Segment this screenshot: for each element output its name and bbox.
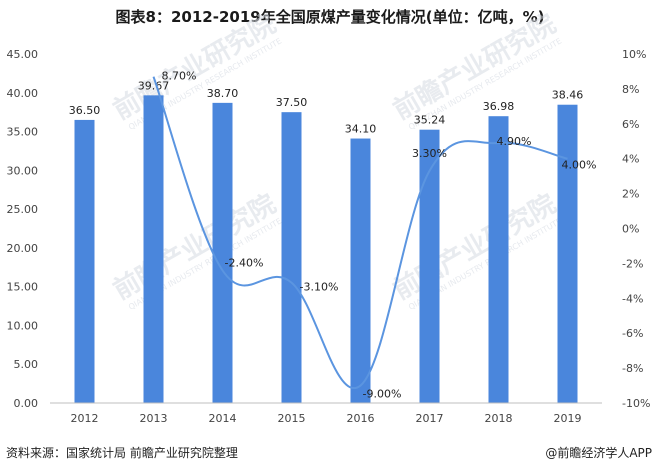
line-value-label: -2.40% <box>225 256 264 269</box>
bar-2016 <box>350 138 371 403</box>
left-tick-label: 35.00 <box>7 126 39 139</box>
left-tick-label: 10.00 <box>7 319 39 332</box>
bar-value-label: 37.50 <box>276 96 308 109</box>
x-tick-label: 2016 <box>347 412 375 425</box>
left-tick-label: 25.00 <box>7 203 39 216</box>
watermark-text: 前瞻产业研究院 <box>388 8 561 126</box>
growth-line <box>152 76 568 390</box>
x-tick-label: 2017 <box>416 412 444 425</box>
source-note: 资料来源：国家统计局 前瞻产业研究院整理 <box>6 446 238 460</box>
right-tick-label: 8% <box>622 83 639 96</box>
left-tick-label: 5.00 <box>14 358 39 371</box>
x-tick-label: 2015 <box>278 412 306 425</box>
line-labels: 8.70% -2.40% -3.10% -9.00% 3.30% 4.90% 4.00% <box>162 70 597 401</box>
bar-value-label: 39.67 <box>138 79 170 92</box>
right-tick-label: -2% <box>622 257 643 270</box>
bar-labels: 36.50 39.67 38.70 37.50 34.10 35.24 36.98 38.46 <box>69 79 584 135</box>
bar-value-label: 35.24 <box>414 114 446 127</box>
line-value-label: 4.00% <box>562 159 597 172</box>
left-tick-label: 15.00 <box>7 281 39 294</box>
right-tick-label: 6% <box>622 118 639 131</box>
line-value-label: 3.30% <box>412 147 447 160</box>
watermark-text: 前瞻产业研究院 <box>388 188 561 306</box>
right-tick-label: -6% <box>622 327 643 340</box>
x-tick-label: 2019 <box>554 412 582 425</box>
right-tick-label: 0% <box>622 223 639 236</box>
x-tick-label: 2013 <box>140 412 168 425</box>
bar-2012 <box>74 119 95 403</box>
bar-2015 <box>281 112 302 404</box>
bar-value-label: 38.46 <box>552 89 584 102</box>
brand-note: @前瞻经济学人APP <box>545 446 652 460</box>
x-tick-label: 2014 <box>209 412 237 425</box>
bar-2013 <box>143 95 164 404</box>
bar-value-label: 36.98 <box>483 100 515 113</box>
left-tick-label: 0.00 <box>14 397 39 410</box>
right-tick-label: 10% <box>622 48 646 61</box>
x-tick-label: 2012 <box>71 412 99 425</box>
right-tick-label: -4% <box>622 292 643 305</box>
line-value-label: 4.90% <box>497 135 532 148</box>
bar-2017 <box>419 129 440 404</box>
bar-2018 <box>488 116 509 403</box>
bar-2014 <box>212 102 233 404</box>
chart-title: 图表8：2012-2019年全国原煤产量变化情况(单位：亿吨，%) <box>115 8 545 26</box>
x-tick-label: 2018 <box>485 412 513 425</box>
left-tick-label: 40.00 <box>7 87 39 100</box>
right-tick-label: 2% <box>622 188 639 201</box>
right-tick-label: -8% <box>622 362 643 375</box>
x-axis: 2012 2013 2014 2015 2016 2017 2018 2019 <box>50 402 602 425</box>
bar-series <box>74 95 578 404</box>
bar-value-label: 34.10 <box>345 123 377 136</box>
left-y-axis: 0.00 5.00 10.00 15.00 20.00 25.00 30.00 35.00 40… <box>7 48 39 410</box>
right-tick-label: -10% <box>622 397 650 410</box>
line-value-label: -3.10% <box>300 281 339 294</box>
bar-value-label: 36.50 <box>69 104 101 117</box>
left-tick-label: 30.00 <box>7 164 39 177</box>
left-tick-label: 20.00 <box>7 242 39 255</box>
left-tick-label: 45.00 <box>7 48 39 61</box>
bar-2019 <box>557 104 578 403</box>
right-tick-label: 4% <box>622 153 639 166</box>
bar-value-label: 38.70 <box>207 87 239 100</box>
growth-line-series <box>152 76 568 390</box>
line-value-label: -9.00% <box>363 388 402 401</box>
line-value-label: 8.70% <box>162 70 197 83</box>
watermark-text: 前瞻产业研究院 <box>108 8 281 126</box>
right-y-axis: -10% -8% -6% -4% -2% 0% 2% 4% 6% 8% 10% <box>622 48 650 410</box>
